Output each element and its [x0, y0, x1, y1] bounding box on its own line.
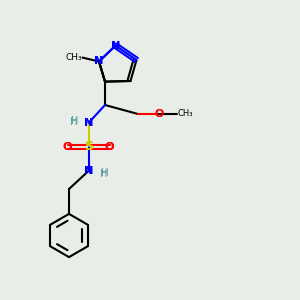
Text: N: N	[84, 118, 93, 128]
Text: O: O	[105, 142, 114, 152]
Text: H: H	[101, 167, 109, 178]
Text: O: O	[63, 142, 72, 152]
Text: H: H	[100, 169, 107, 179]
Text: N: N	[84, 118, 93, 128]
Text: N: N	[84, 166, 93, 176]
Text: N: N	[94, 56, 103, 67]
Text: CH₃: CH₃	[177, 110, 193, 118]
Text: N: N	[94, 56, 103, 67]
Text: S: S	[84, 140, 93, 154]
Text: N: N	[111, 40, 120, 51]
Text: H: H	[70, 117, 77, 127]
Text: N: N	[111, 40, 120, 51]
Text: O: O	[154, 109, 164, 119]
Text: O: O	[105, 142, 114, 152]
Text: S: S	[84, 140, 93, 154]
Text: CH₃: CH₃	[66, 53, 82, 62]
Text: O: O	[154, 109, 164, 119]
Text: N: N	[84, 166, 93, 176]
Text: O: O	[63, 142, 72, 152]
Text: H: H	[71, 116, 79, 127]
